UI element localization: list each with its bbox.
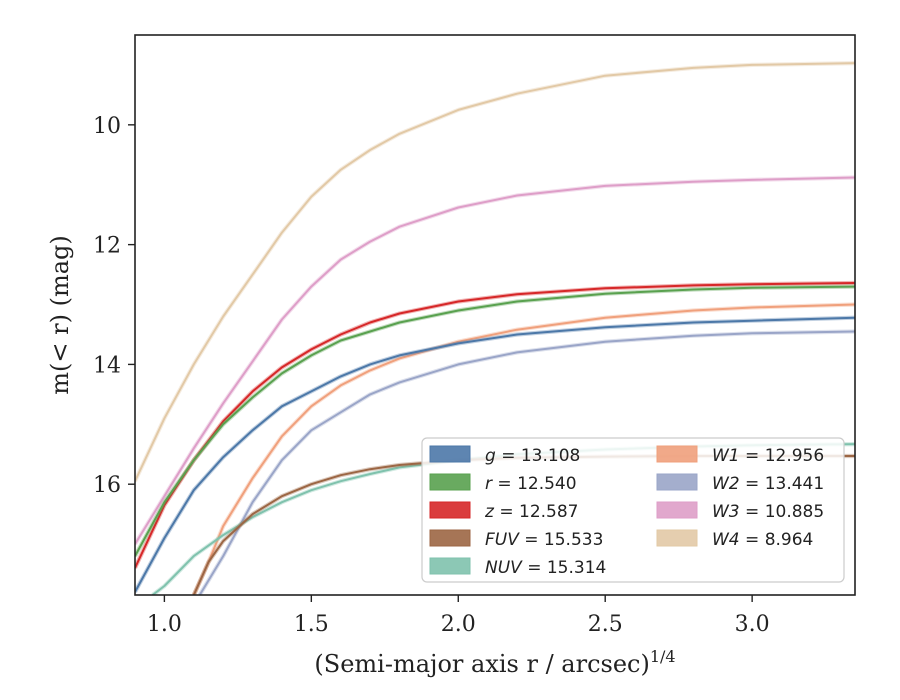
series-line-r: [135, 285, 855, 557]
legend-swatch-z: [429, 501, 471, 519]
legend: g = 13.108 r = 12.540 z = 12.587 FUV = 15.5…: [421, 437, 845, 583]
legend-band-value: 15.314: [547, 558, 606, 578]
legend-band-name: W4: [712, 530, 740, 550]
x-tick-label: 1.5: [294, 612, 329, 637]
legend-band-name: W1: [712, 446, 740, 466]
legend-label-w3: W3 = 10.885: [712, 502, 824, 522]
series-line-w4: [135, 62, 855, 482]
legend-label-r: r = 12.540: [485, 474, 577, 494]
series-line-w2: [198, 330, 855, 595]
x-axis-label-exponent: 1/4: [650, 647, 676, 666]
legend-swatch-w2: [656, 473, 698, 491]
legend-label-w2: W2 = 13.441: [712, 474, 824, 494]
legend-band-name: g: [485, 446, 496, 466]
legend-band-value: 13.441: [765, 474, 824, 494]
y-tick-label: 16: [93, 473, 121, 498]
legend-label-fuv: FUV = 15.533: [485, 530, 603, 550]
legend-band-value: 12.956: [765, 446, 824, 466]
legend-label-w1: W1 = 12.956: [712, 446, 824, 466]
series-line-w1: [192, 303, 855, 595]
legend-label-w4: W4 = 8.964: [712, 530, 813, 550]
legend-band-name: NUV: [485, 558, 523, 578]
legend-band-value: 10.885: [765, 502, 824, 522]
legend-swatch-r: [429, 473, 471, 491]
y-tick-label: 14: [93, 353, 121, 378]
y-tick-label: 12: [93, 234, 121, 259]
legend-equals: =: [740, 502, 765, 522]
legend-swatch-fuv: [429, 529, 471, 547]
legend-frame: [421, 437, 845, 583]
legend-band-value: 12.587: [519, 502, 578, 522]
legend-swatch-nuv: [429, 557, 471, 575]
x-tick-label: 1.0: [147, 612, 182, 637]
legend-equals: =: [519, 530, 544, 550]
legend-band-name: FUV: [485, 530, 520, 550]
legend-swatch-g: [429, 445, 471, 463]
legend-band-value: 8.964: [765, 530, 814, 550]
y-axis-ticks: 10 12 14 16: [93, 114, 135, 498]
x-tick-label: 3.0: [735, 612, 770, 637]
legend-label-g: g = 13.108: [485, 446, 580, 466]
legend-swatch-w1: [656, 445, 698, 463]
legend-label-nuv: NUV = 15.314: [485, 558, 606, 578]
legend-band-name: W3: [712, 502, 740, 522]
x-tick-label: 2.5: [588, 612, 623, 637]
y-tick-label: 10: [93, 114, 121, 139]
legend-band-value: 13.108: [521, 446, 580, 466]
legend-label-z: z = 12.587: [484, 502, 578, 522]
legend-equals: =: [740, 530, 765, 550]
legend-equals: =: [522, 558, 547, 578]
legend-equals: =: [496, 446, 521, 466]
legend-equals: =: [494, 502, 519, 522]
x-tick-label: 2.0: [441, 612, 476, 637]
legend-band-name: W2: [712, 474, 740, 494]
legend-equals: =: [740, 474, 765, 494]
legend-band-value: 12.540: [517, 474, 576, 494]
legend-band-value: 15.533: [544, 530, 603, 550]
legend-equals: =: [492, 474, 517, 494]
series-line-w3: [135, 176, 855, 545]
legend-swatch-w4: [656, 529, 698, 547]
x-axis-label: (Semi-major axis r / arcsec)1/4: [314, 647, 675, 678]
x-axis-ticks: 1.0 1.5 2.0 2.5 3.0: [147, 595, 770, 637]
legend-band-name: r: [485, 474, 493, 494]
legend-swatch-w3: [656, 501, 698, 519]
legend-equals: =: [740, 446, 765, 466]
legend-band-name: z: [484, 502, 495, 522]
plot-frame: [134, 34, 856, 596]
x-axis-label-main: (Semi-major axis r / arcsec): [314, 650, 649, 678]
y-axis-label: m(< r) (mag): [46, 235, 74, 394]
series-line-g: [135, 316, 855, 593]
